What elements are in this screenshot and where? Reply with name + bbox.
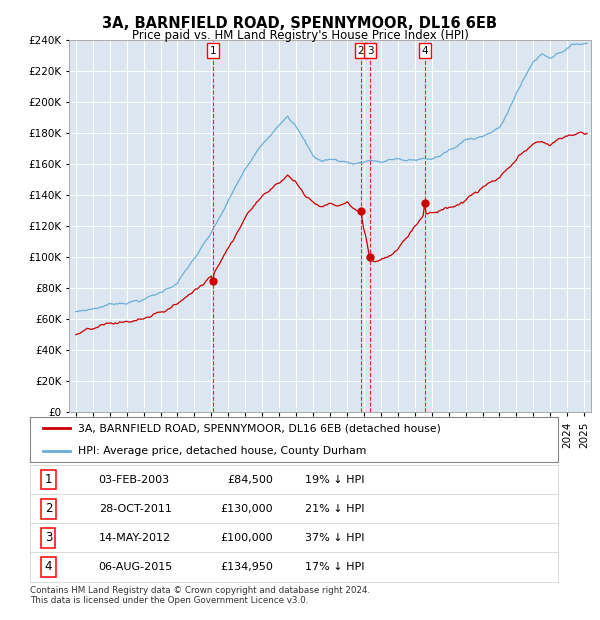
- Text: 2: 2: [45, 502, 52, 515]
- Text: £100,000: £100,000: [220, 533, 273, 543]
- Text: Contains HM Land Registry data © Crown copyright and database right 2024.
This d: Contains HM Land Registry data © Crown c…: [30, 586, 370, 605]
- Text: 3: 3: [45, 531, 52, 544]
- Text: 14-MAY-2012: 14-MAY-2012: [98, 533, 171, 543]
- Text: 1: 1: [45, 473, 52, 486]
- Text: 2: 2: [358, 46, 364, 56]
- Text: 37% ↓ HPI: 37% ↓ HPI: [305, 533, 364, 543]
- Text: 17% ↓ HPI: 17% ↓ HPI: [305, 562, 364, 572]
- Text: 3A, BARNFIELD ROAD, SPENNYMOOR, DL16 6EB: 3A, BARNFIELD ROAD, SPENNYMOOR, DL16 6EB: [103, 16, 497, 30]
- Text: 4: 4: [45, 560, 52, 574]
- Text: £84,500: £84,500: [227, 474, 273, 485]
- Text: 03-FEB-2003: 03-FEB-2003: [98, 474, 170, 485]
- Text: 1: 1: [209, 46, 216, 56]
- Text: 06-AUG-2015: 06-AUG-2015: [98, 562, 173, 572]
- Text: £130,000: £130,000: [220, 503, 273, 514]
- Text: 4: 4: [421, 46, 428, 56]
- Text: £134,950: £134,950: [220, 562, 273, 572]
- Text: 3: 3: [367, 46, 373, 56]
- Text: 28-OCT-2011: 28-OCT-2011: [98, 503, 172, 514]
- Text: Price paid vs. HM Land Registry's House Price Index (HPI): Price paid vs. HM Land Registry's House …: [131, 29, 469, 42]
- Text: 3A, BARNFIELD ROAD, SPENNYMOOR, DL16 6EB (detached house): 3A, BARNFIELD ROAD, SPENNYMOOR, DL16 6EB…: [77, 423, 440, 433]
- Text: HPI: Average price, detached house, County Durham: HPI: Average price, detached house, Coun…: [77, 446, 366, 456]
- Text: 21% ↓ HPI: 21% ↓ HPI: [305, 503, 364, 514]
- Text: 19% ↓ HPI: 19% ↓ HPI: [305, 474, 364, 485]
